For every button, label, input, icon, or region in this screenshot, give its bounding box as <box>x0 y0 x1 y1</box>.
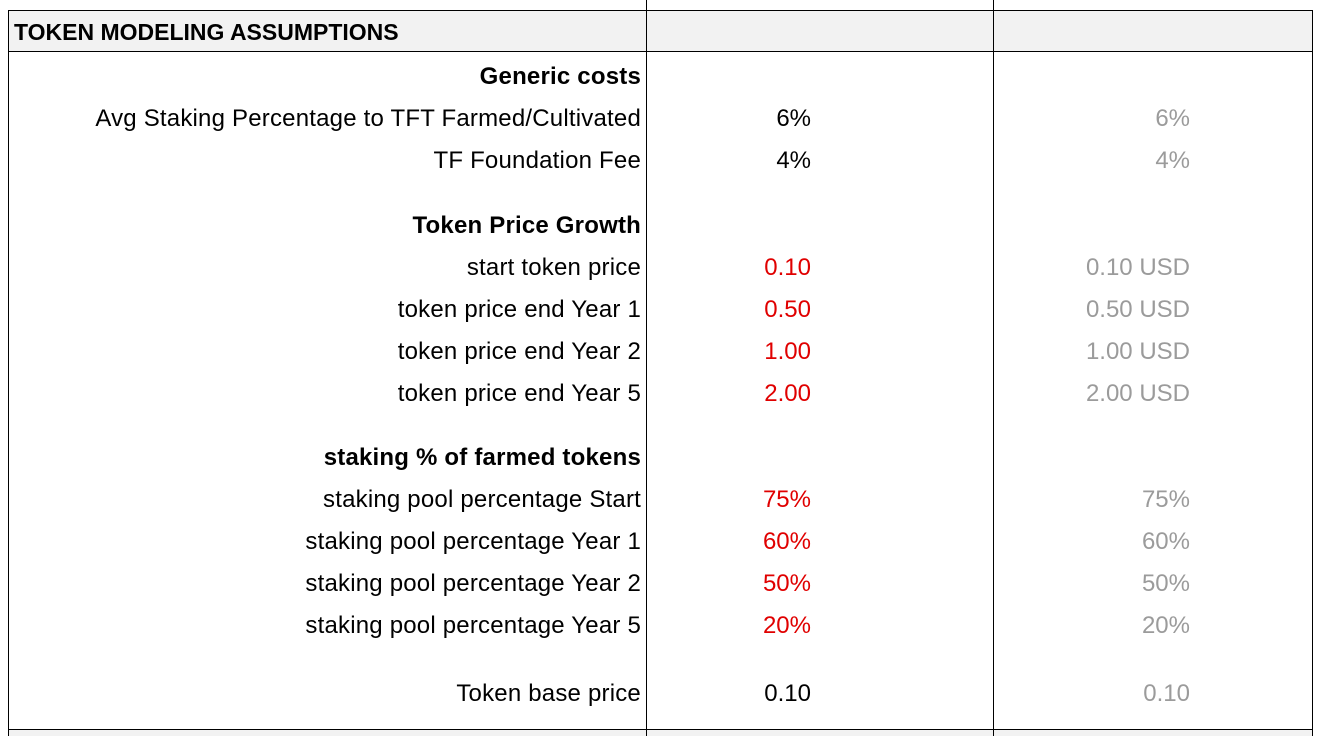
assumption-row[interactable]: token price end Year 1 0.50 0.50 USD <box>0 295 1324 325</box>
assumption-secondary-value[interactable]: 0.10 USD <box>1085 254 1190 281</box>
section-label: Generic costs <box>479 63 641 90</box>
grid-line-bottom <box>8 729 1313 730</box>
grid-line-top <box>8 10 1313 11</box>
next-row-fill <box>8 729 1313 736</box>
assumption-value[interactable]: 6% <box>776 105 811 132</box>
assumption-label: token price end Year 5 <box>397 380 641 407</box>
grid-line-left <box>8 10 9 736</box>
assumption-label: start token price <box>466 254 641 281</box>
sheet-title[interactable]: TOKEN MODELING ASSUMPTIONS <box>14 19 399 45</box>
assumption-label: staking pool percentage Year 2 <box>305 570 641 597</box>
assumption-row[interactable]: token price end Year 2 1.00 1.00 USD <box>0 337 1324 367</box>
assumption-value[interactable]: 0.10 <box>764 680 811 707</box>
assumption-secondary-value[interactable]: 1.00 USD <box>1085 338 1190 365</box>
assumption-row[interactable]: staking pool percentage Year 1 60% 60% <box>0 527 1324 557</box>
section-row[interactable]: Generic costs <box>0 62 1324 92</box>
assumption-value[interactable]: 50% <box>762 570 811 597</box>
grid-line-header-bottom <box>8 51 1313 52</box>
assumption-label: staking pool percentage Year 1 <box>305 528 641 555</box>
assumption-secondary-value[interactable]: 75% <box>1141 486 1190 513</box>
section-label: staking % of farmed tokens <box>323 444 641 471</box>
assumption-row[interactable]: staking pool percentage Year 5 20% 20% <box>0 611 1324 641</box>
grid-line-right <box>1312 10 1313 736</box>
section-row[interactable]: Token Price Growth <box>0 211 1324 241</box>
assumption-row[interactable]: Token base price 0.10 0.10 <box>0 679 1324 709</box>
assumption-secondary-value[interactable]: 4% <box>1155 147 1190 174</box>
assumption-value[interactable]: 75% <box>762 486 811 513</box>
assumption-value[interactable]: 4% <box>776 147 811 174</box>
assumption-label: token price end Year 2 <box>397 338 641 365</box>
assumption-label: staking pool percentage Year 5 <box>305 612 641 639</box>
assumption-row[interactable]: staking pool percentage Start 75% 75% <box>0 485 1324 515</box>
assumption-value[interactable]: 1.00 <box>764 338 811 365</box>
assumption-value[interactable]: 60% <box>762 528 811 555</box>
assumption-secondary-value[interactable]: 60% <box>1141 528 1190 555</box>
assumption-row[interactable]: TF Foundation Fee 4% 4% <box>0 146 1324 176</box>
grid-line-col1 <box>646 0 647 736</box>
grid-line-col2 <box>993 0 994 736</box>
assumption-row[interactable]: start token price 0.10 0.10 USD <box>0 253 1324 283</box>
assumption-secondary-value[interactable]: 0.50 USD <box>1085 296 1190 323</box>
assumption-label: Token base price <box>456 680 641 707</box>
section-row[interactable]: staking % of farmed tokens <box>0 443 1324 473</box>
assumption-row[interactable]: Avg Staking Percentage to TFT Farmed/Cul… <box>0 104 1324 134</box>
assumption-label: staking pool percentage Start <box>323 486 641 513</box>
assumption-secondary-value[interactable]: 0.10 <box>1143 680 1190 707</box>
assumption-secondary-value[interactable]: 20% <box>1141 612 1190 639</box>
assumption-secondary-value[interactable]: 2.00 USD <box>1085 380 1190 407</box>
assumption-secondary-value[interactable]: 50% <box>1141 570 1190 597</box>
assumption-secondary-value[interactable]: 6% <box>1155 105 1190 132</box>
assumption-label: token price end Year 1 <box>397 296 641 323</box>
section-label: Token Price Growth <box>412 212 641 239</box>
assumption-row[interactable]: token price end Year 5 2.00 2.00 USD <box>0 379 1324 409</box>
assumption-label: Avg Staking Percentage to TFT Farmed/Cul… <box>95 105 641 132</box>
assumption-row[interactable]: staking pool percentage Year 2 50% 50% <box>0 569 1324 599</box>
assumption-value[interactable]: 0.50 <box>764 296 811 323</box>
assumption-label: TF Foundation Fee <box>433 147 641 174</box>
assumption-value[interactable]: 20% <box>762 612 811 639</box>
assumption-value[interactable]: 2.00 <box>764 380 811 407</box>
header-row-fill <box>8 10 1313 51</box>
assumption-value[interactable]: 0.10 <box>764 254 811 281</box>
